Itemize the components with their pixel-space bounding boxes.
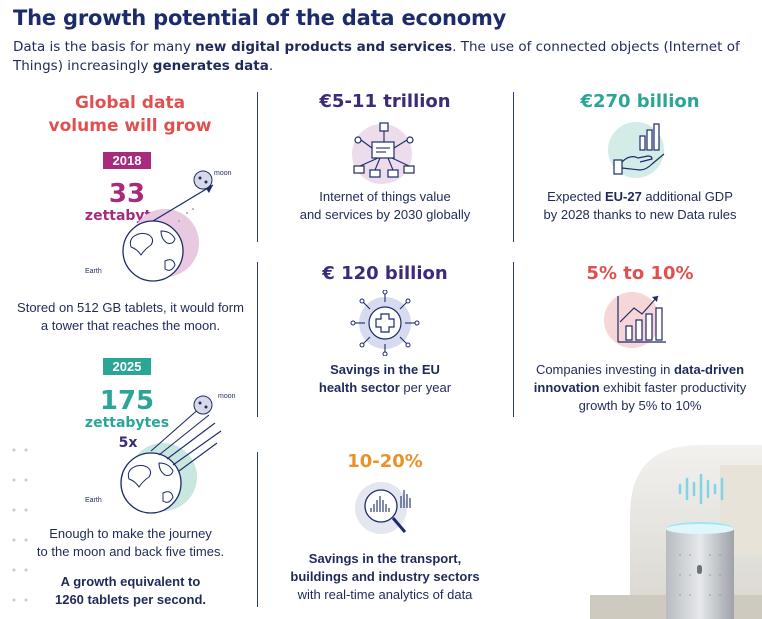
divider-1 xyxy=(257,92,258,242)
health-cross-icon xyxy=(350,290,420,356)
transport-line2-bold: buildings and industry sectors xyxy=(290,569,480,584)
intro-bold1: new digital products and services xyxy=(195,39,453,55)
gdp-value-headline: €270 billion xyxy=(580,91,700,112)
moon-label-2: moon xyxy=(218,393,236,400)
transport-line1-bold: Savings in the transport, xyxy=(308,551,462,566)
global-data-heading-line1: Global data xyxy=(74,93,186,113)
moon-label-1: moon xyxy=(214,170,232,177)
intro-text: Data is the basis for many new digital p… xyxy=(13,38,753,76)
tablets-tower-line2: a tower that reaches the moon. xyxy=(40,318,221,333)
productivity-description-line3: growth by 5% to 10% xyxy=(578,398,702,413)
transport-description: Savings in the transport, buildings and … xyxy=(270,550,500,604)
gdp-line1-pre: Expected xyxy=(547,189,605,204)
year-badge-2018: 2018 xyxy=(103,152,151,169)
health-description: Savings in the EU health sector per year xyxy=(270,361,500,397)
moon-journey-line2: to the moon and back five times. xyxy=(36,544,225,559)
productivity-description: Companies investing in data-driven innov… xyxy=(520,361,760,415)
intro-bold2: generates data xyxy=(152,58,269,74)
growth-tablets-line1: A growth equivalent to xyxy=(60,574,201,589)
divider-3 xyxy=(257,262,258,417)
multiplier-5x: 5x xyxy=(118,435,138,451)
productivity-description-line2: innovation exhibit faster productivity xyxy=(520,379,760,397)
iot-value-headline: €5-11 trillion xyxy=(319,91,451,112)
year-badge-2025: 2025 xyxy=(103,358,151,375)
divider-5 xyxy=(257,452,258,607)
iot-description: Internet of things value and services by… xyxy=(270,188,500,224)
earth-label-2: Earth xyxy=(85,497,102,504)
productivity-description-line1: Companies investing in data-driven xyxy=(520,361,760,379)
divider-4 xyxy=(513,262,514,417)
growth-tablets-description: A growth equivalent to 1260 tablets per … xyxy=(8,573,253,609)
value-2025-number: 175 xyxy=(99,386,155,416)
health-value-headline: € 120 billion xyxy=(322,263,448,284)
productivity-value-headline: 5% to 10% xyxy=(586,263,694,284)
health-description-line1: Savings in the EU xyxy=(270,361,500,379)
health-description-line2: health sector per year xyxy=(270,379,500,397)
moon-journey-line1: Enough to make the journey xyxy=(49,526,212,541)
productivity-line2-post: exhibit faster productivity xyxy=(599,380,747,395)
intro-part2: . The use of connected objects (Internet… xyxy=(13,39,740,74)
health-line2-bold: health sector xyxy=(318,380,400,395)
growth-hand-icon xyxy=(608,122,665,178)
productivity-line1-bold: data-driven xyxy=(673,362,745,377)
intro-part3: . xyxy=(268,58,274,74)
earth-label-1: Earth xyxy=(85,268,102,275)
page-title: The growth potential of the data economy xyxy=(13,6,507,30)
iot-description-line2: and services by 2030 globally xyxy=(299,207,471,222)
growth-tablets-line2: 1260 tablets per second. xyxy=(54,592,206,607)
moon-journey-description: Enough to make the journey to the moon a… xyxy=(8,525,253,561)
divider-2 xyxy=(513,92,514,242)
value-2018-number: 33 xyxy=(108,179,146,209)
value-2025-unit: zettabytes xyxy=(84,415,170,431)
gdp-description-line2: by 2028 thanks to new Data rules xyxy=(543,207,737,222)
tablets-tower-line1: Stored on 512 GB tablets, it would form xyxy=(17,300,244,315)
transport-value-headline: 10-20% xyxy=(347,451,423,472)
productivity-line2-bold: innovation xyxy=(533,380,600,395)
global-data-heading-line2: volume will grow xyxy=(48,116,212,136)
global-data-heading: Global data volume will grow xyxy=(20,92,240,138)
health-line1-bold: Savings in the EU xyxy=(330,362,440,377)
smart-speaker-photo xyxy=(590,445,762,619)
iot-description-line1: Internet of things value xyxy=(319,189,451,204)
decorative-dots xyxy=(12,448,28,602)
network-icon xyxy=(352,122,415,184)
transport-description-line1: Savings in the transport, xyxy=(270,550,500,568)
gdp-line1-post: additional GDP xyxy=(641,189,733,204)
bar-chart-up-icon xyxy=(604,292,666,348)
productivity-line1-pre: Companies investing in xyxy=(535,362,674,377)
intro-part1: Data is the basis for many xyxy=(13,39,196,55)
gdp-description: Expected EU-27 additional GDP by 2028 th… xyxy=(525,188,755,224)
gdp-description-line1: Expected EU-27 additional GDP xyxy=(525,188,755,206)
earth-moon-2018-illustration xyxy=(122,170,214,282)
magnifier-analytics-icon xyxy=(355,482,411,534)
health-line2-post: per year xyxy=(399,380,452,395)
transport-description-line3: with real-time analytics of data xyxy=(297,587,473,602)
tablets-tower-description: Stored on 512 GB tablets, it would form … xyxy=(8,299,253,335)
transport-description-line2: buildings and industry sectors xyxy=(270,568,500,586)
earth-moon-2025-illustration xyxy=(120,395,222,514)
gdp-line1-bold: EU-27 xyxy=(604,189,642,204)
